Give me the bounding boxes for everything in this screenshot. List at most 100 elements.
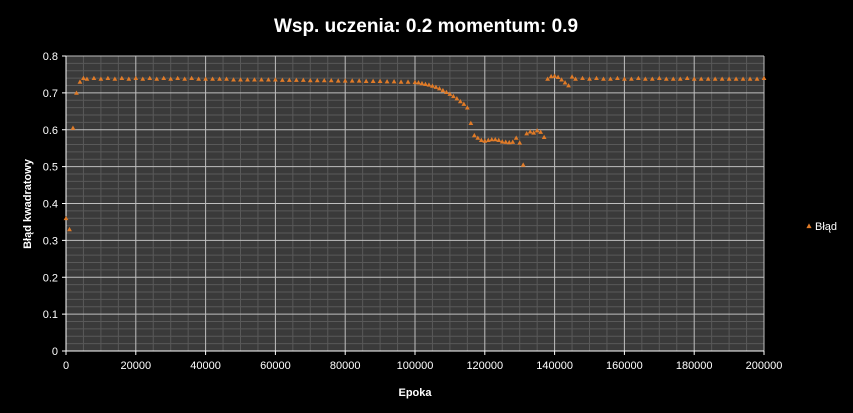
data-point	[321, 77, 327, 83]
data-point	[719, 76, 725, 81]
data-point	[147, 75, 153, 81]
data-point	[398, 79, 404, 84]
data-point	[217, 76, 222, 81]
data-point	[356, 78, 362, 83]
data-point	[555, 74, 561, 79]
data-point	[506, 139, 512, 145]
y-axis-ticks: 0 0.1 0.2 0.3 0.4 0.5 0.6 0.7 0.8	[43, 51, 66, 358]
data-point	[279, 77, 285, 82]
x-tick-label: 120000	[466, 360, 503, 372]
x-tick-label: 100000	[397, 360, 434, 372]
y-tick-label: 0.1	[43, 309, 58, 321]
data-point	[210, 76, 215, 81]
data-point	[300, 77, 306, 82]
x-tick-label: 200000	[746, 360, 783, 372]
data-point	[478, 137, 484, 142]
data-points	[63, 73, 767, 232]
data-point	[559, 77, 564, 82]
data-point	[754, 76, 760, 81]
data-point	[761, 75, 767, 81]
data-point	[433, 84, 439, 89]
data-point	[196, 76, 202, 81]
data-point	[628, 76, 634, 81]
data-point	[642, 76, 648, 81]
data-point	[622, 76, 627, 81]
data-point	[98, 76, 104, 81]
data-point	[601, 76, 606, 81]
data-point	[608, 76, 613, 81]
y-tick-label: 0.5	[43, 162, 58, 174]
data-point	[286, 77, 292, 82]
data-point	[224, 76, 229, 81]
data-point	[335, 78, 341, 83]
data-point	[635, 75, 641, 81]
data-point	[747, 76, 753, 81]
legend-label: Błąd	[815, 221, 837, 233]
x-axis-ticks: 0 20000 40000 60000 80000 100000 120000 140000 1…	[63, 351, 782, 372]
data-point	[691, 76, 697, 81]
data-point	[447, 91, 453, 96]
data-point	[419, 80, 425, 86]
data-point	[510, 139, 516, 144]
data-point	[423, 81, 428, 86]
data-point	[569, 74, 575, 79]
data-point	[112, 76, 118, 81]
x-tick-label: 140000	[536, 360, 573, 372]
data-point	[485, 137, 491, 142]
data-point	[587, 76, 592, 81]
data-point	[154, 76, 160, 81]
data-point	[189, 75, 195, 81]
data-point	[684, 75, 690, 81]
data-point	[252, 77, 257, 82]
data-point	[489, 136, 495, 142]
data-point	[440, 87, 446, 93]
data-point	[733, 76, 739, 81]
y-axis-title: Błąd kwadratowy	[22, 158, 34, 249]
data-point	[594, 75, 599, 81]
data-point	[482, 138, 488, 143]
data-point	[496, 137, 502, 142]
data-point	[273, 77, 278, 82]
y-tick-label: 0.3	[43, 235, 58, 247]
data-point	[175, 75, 181, 81]
data-point	[342, 78, 348, 83]
data-point	[416, 80, 421, 85]
chart-title: Wsp. uczenia: 0.2 momentum: 0.9	[274, 16, 578, 37]
data-point	[468, 120, 474, 126]
data-point	[74, 90, 79, 95]
data-point	[161, 75, 167, 81]
x-tick-label: 160000	[606, 360, 643, 372]
data-point	[63, 215, 69, 221]
data-point	[503, 139, 509, 144]
data-point	[412, 79, 418, 85]
data-point	[391, 79, 397, 84]
x-tick-label: 0	[63, 360, 69, 372]
data-point	[492, 136, 498, 142]
data-point	[182, 76, 188, 81]
data-point	[328, 77, 334, 83]
data-point	[663, 76, 669, 81]
data-point	[266, 77, 271, 82]
data-point	[457, 98, 463, 104]
y-tick-label: 0.7	[43, 88, 58, 100]
y-tick-label: 0.2	[43, 272, 58, 284]
data-point	[552, 73, 557, 78]
legend: Błąd	[806, 221, 837, 233]
data-point	[562, 80, 568, 85]
data-point	[450, 93, 456, 99]
data-point	[649, 76, 655, 81]
data-point	[471, 132, 477, 138]
data-point	[349, 78, 355, 83]
data-point	[245, 77, 250, 82]
y-tick-label: 0.6	[43, 125, 58, 137]
data-point	[231, 77, 236, 82]
x-tick-label: 180000	[676, 360, 713, 372]
data-point	[740, 76, 746, 81]
data-point	[615, 75, 620, 81]
y-tick-label: 0	[52, 346, 58, 358]
data-point	[293, 77, 299, 82]
data-point	[545, 76, 551, 81]
data-point	[77, 79, 83, 84]
data-point	[464, 105, 470, 110]
major-gridlines	[66, 55, 765, 351]
